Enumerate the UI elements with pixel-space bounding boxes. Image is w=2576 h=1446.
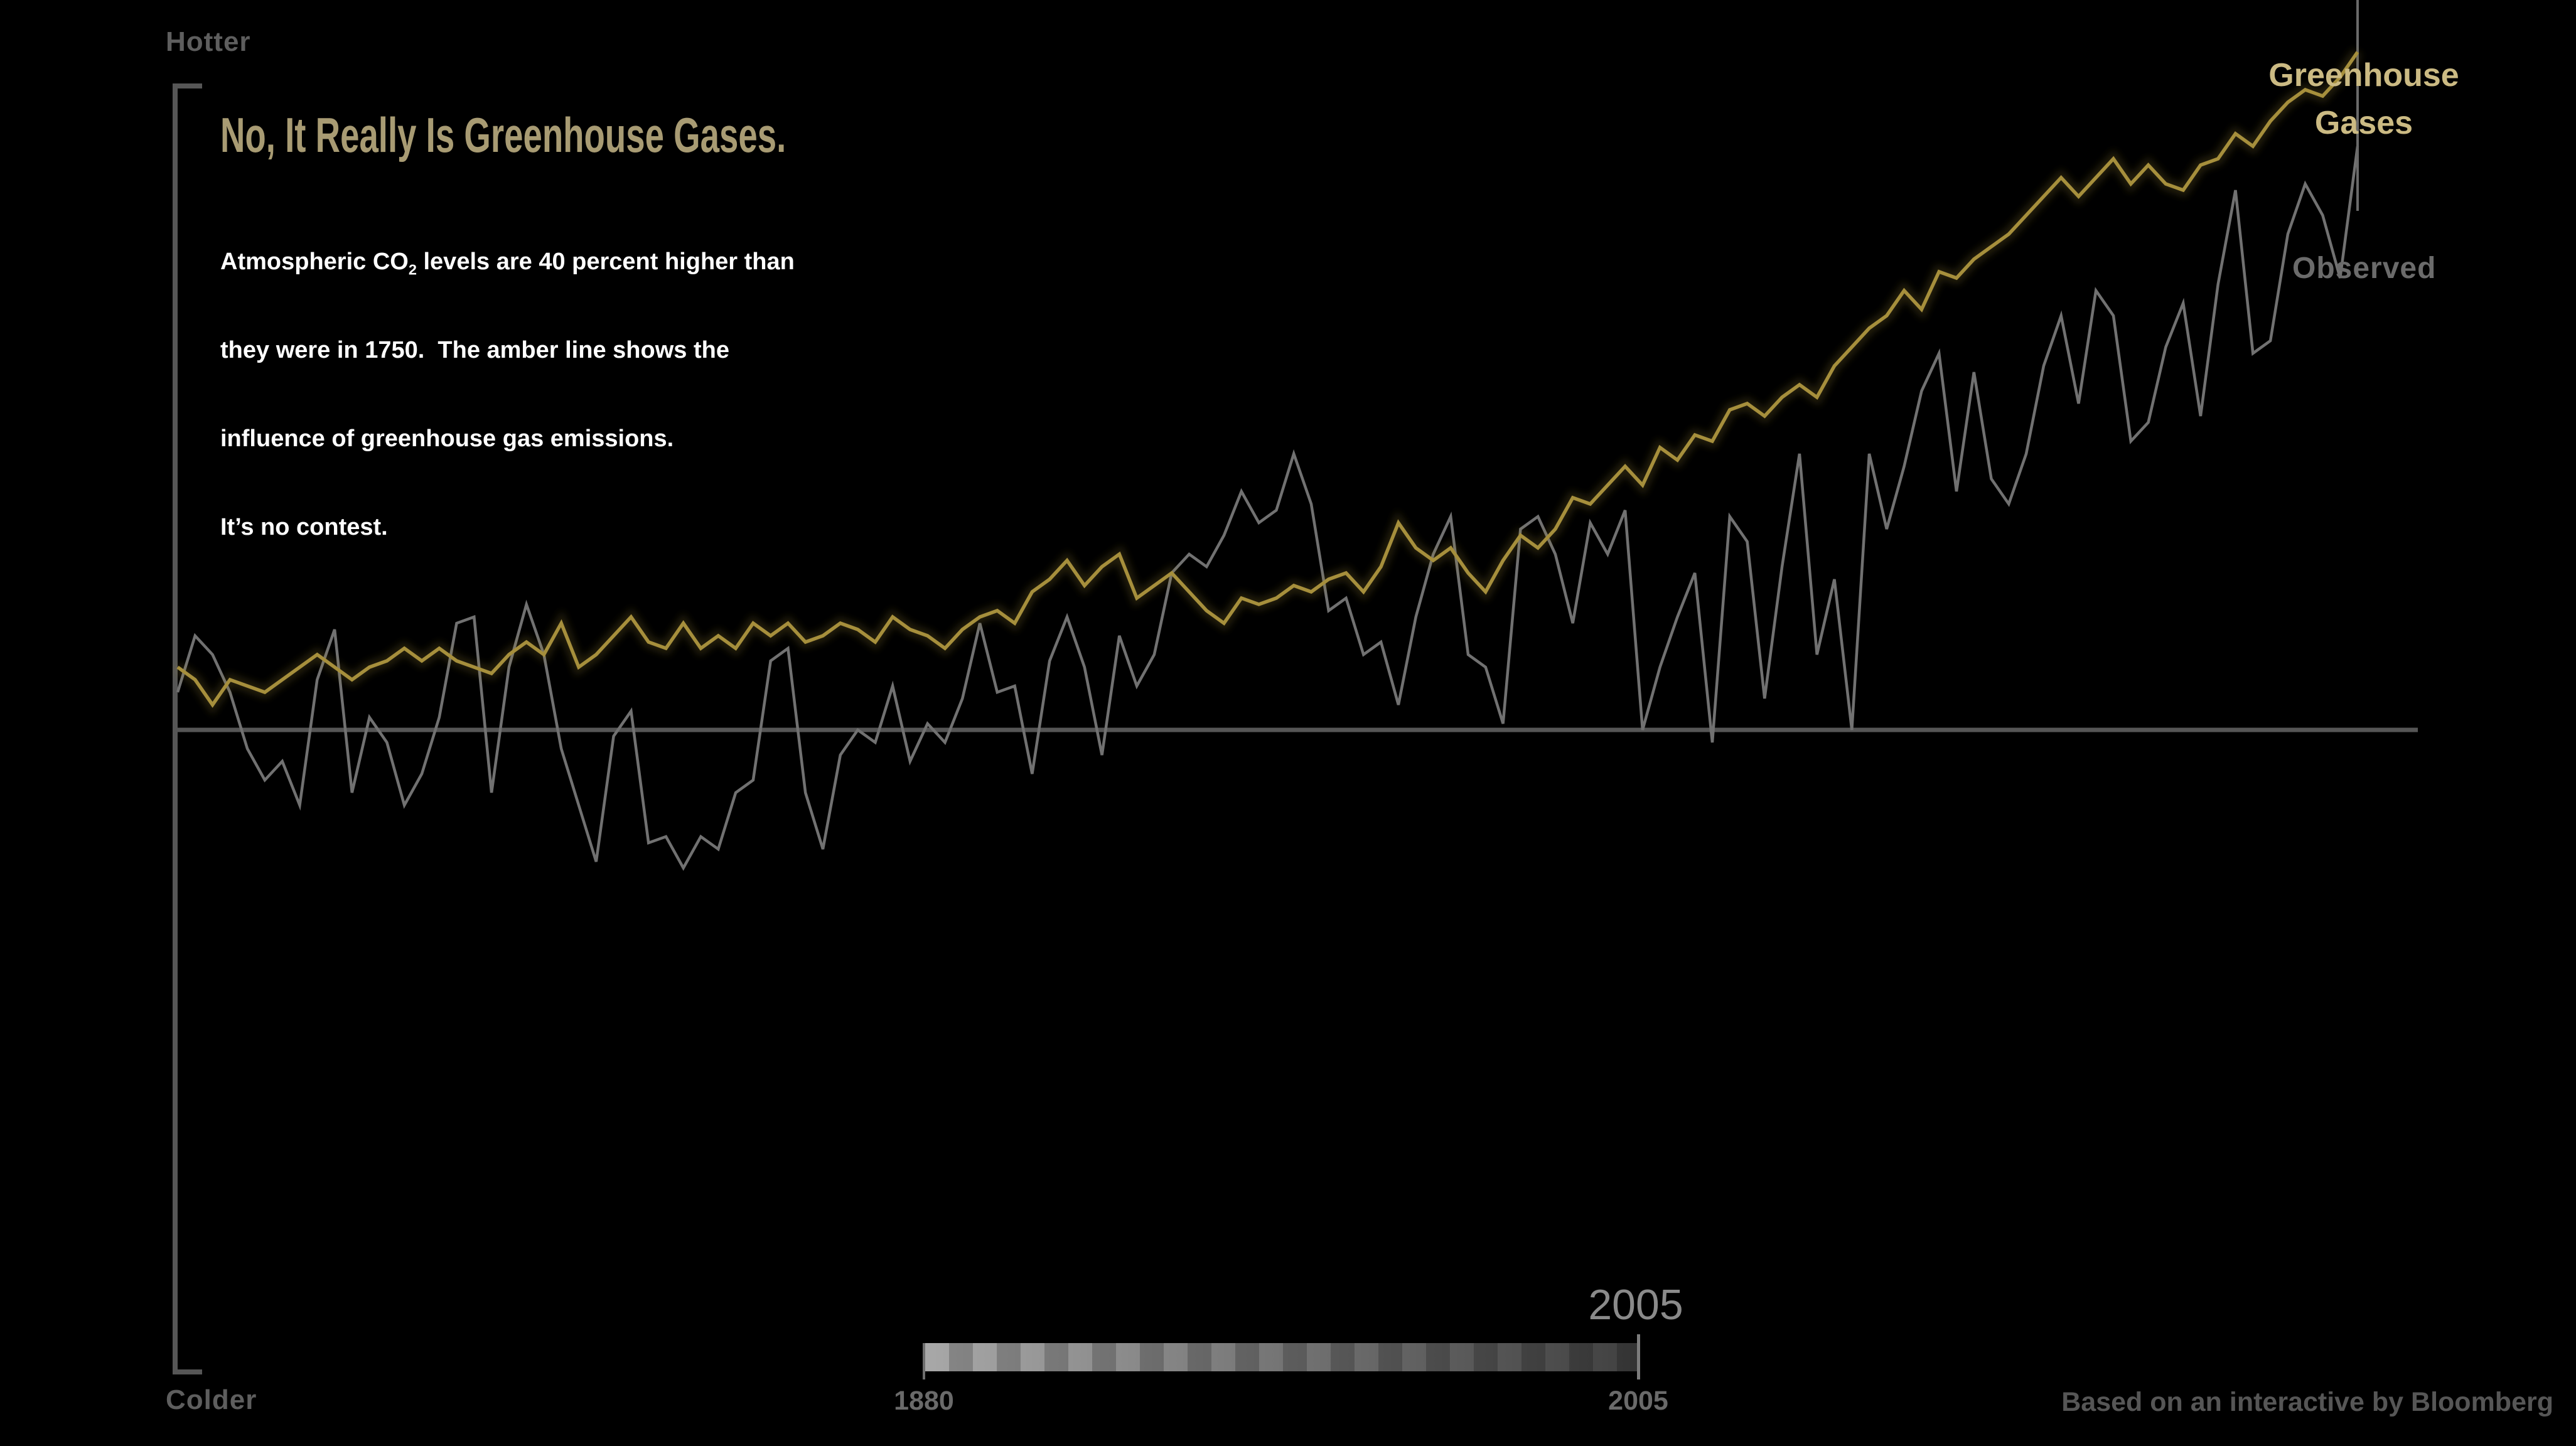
chart-title: No, It Really Is Greenhouse Gases. [220,107,786,163]
subtitle-line-4: It’s no contest. [220,514,388,540]
chart-subtitle: Atmospheric CO2 levels are 40 percent hi… [220,188,911,601]
axis-label-hotter: Hotter [166,26,251,57]
credit: Based on an interactive by Bloomberg [2061,1387,2553,1417]
slider-start-tick [923,1343,925,1379]
subtitle-line-1: Atmospheric CO2 levels are 40 percent hi… [220,249,795,278]
subtitle-line-3: influence of greenhouse gas emissions. [220,426,674,452]
series-label-greenhouse-gases: Greenhouse Gases [2238,51,2489,147]
co2-subscript: 2 [408,261,417,278]
series-label-observed: Observed [2292,252,2437,285]
slider-current-year: 2005 [1588,1281,1683,1329]
greenhouse-label-line2: Gases [2314,105,2413,141]
year-slider-track[interactable] [925,1343,1640,1371]
greenhouse-label-line1: Greenhouse [2268,57,2459,94]
slider-start-label: 1880 [894,1386,954,1416]
greenhouse-line [176,51,2359,708]
slider-handle[interactable] [1637,1334,1640,1379]
slider-end-label: 2005 [1608,1386,1668,1416]
axis-label-colder: Colder [166,1384,257,1415]
title-block: No, It Really Is Greenhouse Gases. [220,107,1162,164]
subtitle-line-2: they were in 1750. The amber line shows … [220,337,729,363]
